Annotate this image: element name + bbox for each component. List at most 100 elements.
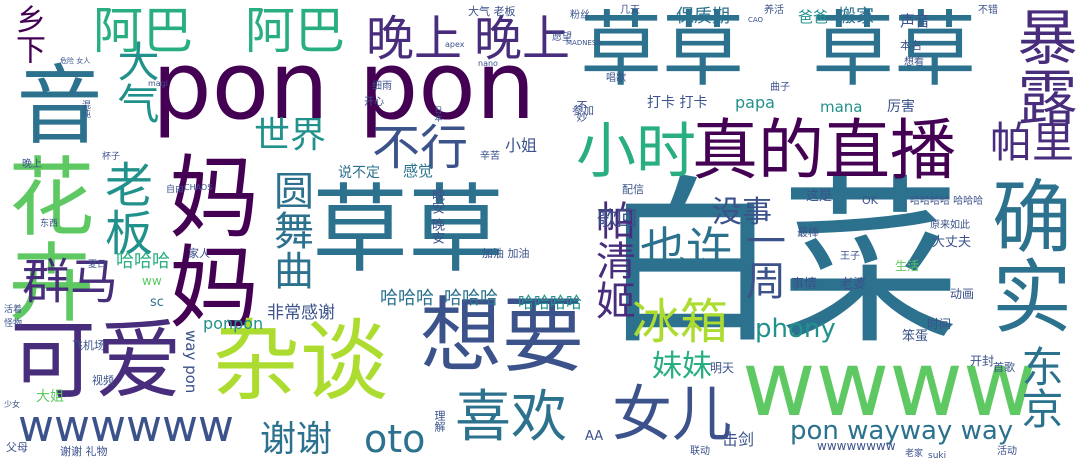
word-wwwsmall: wwwwwwww [817, 439, 896, 453]
word-wanshang-1: 晚上 [366, 11, 463, 67]
word-magi: magi [148, 79, 168, 88]
word-hahaha-4: 哈哈哈哈 [518, 293, 583, 312]
word-fensi: 粉丝 [570, 10, 590, 21]
word-wanshang-2: 晚上 [474, 11, 571, 67]
word-madness: MADNESS [566, 39, 601, 47]
word-ok: OK [862, 194, 878, 207]
word-daqi: 大气 [111, 40, 160, 124]
word-bucuo: 不错 [978, 5, 998, 16]
word-chaos: CHAOS [184, 183, 213, 192]
word-changge: 唱歌 [606, 73, 626, 84]
word-baolu: 暴露 [1007, 6, 1077, 126]
word-dajie: 大姐 [36, 389, 64, 405]
word-mana: mana [820, 98, 863, 116]
word-benming: 本名 [900, 39, 922, 52]
word-lihai: 厉害 [887, 99, 915, 115]
word-xiaohehe: 哈哈哈哈 哈哈哈 [910, 196, 984, 207]
word-dazhang: 大丈夫 [932, 235, 972, 250]
word-jiaren: 家人 [188, 247, 210, 260]
word-shouge: 首歌 [993, 361, 1015, 374]
word-guaiwu: 怪物 [4, 319, 23, 329]
word-xiexie: 谢谢 [260, 419, 333, 460]
word-paqingji: 帕清姬 [589, 200, 635, 320]
word-zhexie: 这是 [806, 189, 833, 204]
word-shiqing: 事情 [791, 277, 818, 292]
word-donghua: 动画 [950, 287, 975, 301]
word-peixin: 配信 [622, 183, 644, 196]
word-qunma: 群马 [22, 254, 119, 310]
word-baba: 爸爸 [798, 8, 829, 26]
word-xiaxia: 乡下 [10, 4, 45, 64]
word-oto: oto [364, 417, 426, 461]
word-ponway: pon wayway way [790, 416, 1014, 446]
word-yuanwuqu: 圆舞曲 [267, 170, 313, 290]
word-caocao-big: 草草 [312, 174, 504, 286]
word-daqilaoban: 大气 老板 [468, 5, 516, 18]
word-gehui: 歌回 [597, 206, 637, 230]
word-riben: 日本 [434, 106, 443, 122]
word-huodong: 活动 [997, 446, 1017, 457]
word-xiahong: 夏日 [88, 260, 107, 270]
word-mingtian: 明天 [710, 361, 735, 375]
word-zuibang: 最棒 [797, 226, 819, 239]
word-wangzi: 王子 [840, 251, 860, 262]
word-beizi: 杯子 [102, 152, 121, 162]
word-hunluan: 混沌 [80, 100, 90, 118]
word-mama: 妈妈 [153, 150, 258, 330]
word-laopo: 老婆 [840, 277, 867, 292]
word-weixian: 危险 女人 [60, 57, 91, 65]
word-shijian: 时间 [927, 317, 952, 331]
word-dongxi: 东西 [40, 219, 59, 229]
word-phony: phony [755, 314, 836, 344]
word-fumu: 父母 [6, 441, 28, 454]
word-xinku: 辛苦 [480, 151, 500, 162]
word-yuanlai: 原来如此 [930, 220, 970, 231]
word-aa: AA [585, 429, 604, 444]
word-jiayou: 加油 加油 [482, 247, 530, 260]
word-ponpon: pon pon [152, 32, 536, 141]
word-shaonv: 少女 [4, 400, 20, 409]
word-feijichang: 飞机场 [72, 339, 105, 352]
word-caocao-1: 草草 [580, 3, 745, 98]
word-jitian: 几天 [620, 5, 640, 16]
word-nver: 女儿 [612, 380, 732, 450]
word-zhende-zhibo: 真的直播 [692, 112, 956, 189]
word-meimei: 妹妹 [652, 349, 712, 384]
word-wandan: 晚安 晚安 [429, 188, 444, 245]
word-shipin: 视频 [92, 374, 114, 387]
word-kaixin: 开心 [364, 97, 384, 108]
word-yizhou: 一周 [739, 220, 785, 300]
word-baozhiqi: 保质期 [676, 6, 730, 27]
word-wwww: wwww [742, 332, 1037, 437]
word-shengyin: 声音 [900, 12, 931, 30]
word-suki: suki [928, 451, 947, 461]
word-xiangkan: 想看 [904, 57, 924, 68]
word-kaifeng: 开封 [970, 354, 995, 368]
word-huoke: 活着 [4, 305, 23, 315]
word-shuobuding: 说不定 [338, 165, 380, 181]
word-nano: nano [478, 59, 498, 68]
word-banjia: 搬家 [838, 6, 874, 27]
word-cao: CAO [748, 16, 764, 24]
word-xiangyao: 想要 [420, 289, 585, 384]
word-bendan: 笨蛋 [902, 329, 929, 344]
word-yexu: 也许 [640, 222, 732, 276]
word-shijie: 世界 [254, 115, 327, 156]
word-hahaha-3: 哈哈哈 [444, 288, 498, 309]
word-shenghuo: 生活 [895, 259, 920, 273]
word-ganjue: 感觉 [403, 162, 434, 180]
word-huahui: 花卉 [0, 152, 93, 324]
word-ww: ww [142, 274, 162, 288]
word-sc: sc [150, 295, 164, 310]
word-kean: 可爱 [10, 311, 182, 411]
word-abao-2: 阿巴 [245, 2, 345, 60]
word-baicai: 白菜 [600, 160, 961, 369]
word-dakadaka: 打卡 打卡 [647, 95, 708, 111]
word-caocao-2: 草草 [812, 3, 977, 98]
word-wwwwww: wwwwww [18, 401, 234, 452]
word-lijie: 理解 [433, 410, 446, 432]
word-feichang: 非常感谢 [267, 303, 335, 323]
word-abao-1: 阿巴 [93, 2, 193, 60]
word-xihuan: 喜欢 [455, 385, 567, 450]
